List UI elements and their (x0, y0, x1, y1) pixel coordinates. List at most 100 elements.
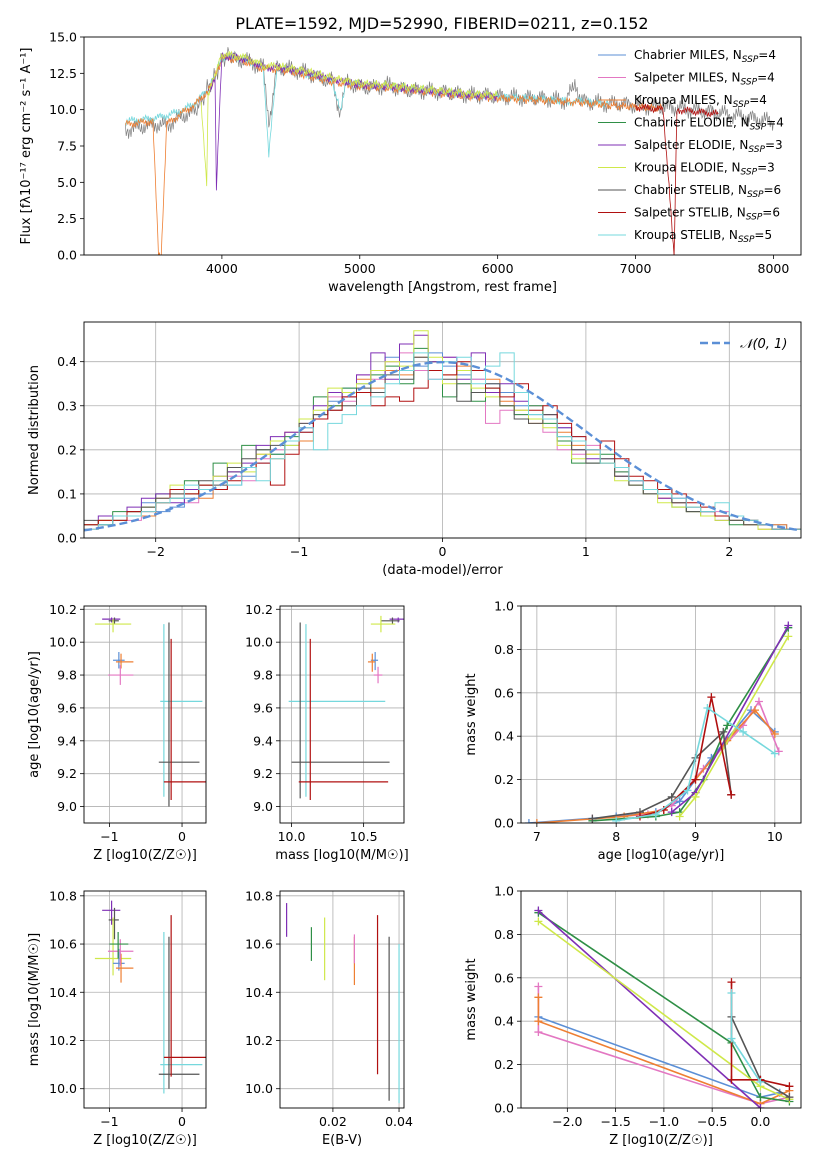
error-bar-point (367, 653, 376, 672)
legend-entry: Kroupa STELIB, NSSP=5 (634, 228, 772, 245)
weight-marker (756, 1093, 765, 1102)
weight-marker (723, 721, 732, 730)
z-vs-age-xlabel: Z [log10(Z/Z☉)] (93, 848, 197, 863)
weight-marker (651, 810, 660, 819)
legend-entry: Chabrier MILES, NSSP=4 (634, 48, 776, 65)
x-tick-label: −0.5 (697, 1114, 727, 1129)
x-tick-label: 9 (692, 829, 700, 844)
age-vs-weight-lines (524, 621, 793, 823)
histogram-series (84, 352, 801, 530)
y-tick-label: 9.2 (57, 766, 77, 781)
legend-sub: SSP (748, 145, 765, 155)
legend-tail: =4 (757, 71, 775, 85)
weight-marker (785, 1093, 794, 1102)
z-vs-age-axes: −1 0 9.0 9.2 9.4 9.6 9.8 10.0 10.2 (49, 602, 206, 844)
ebv-vs-mass-xlabel: E(B-V) (322, 1133, 362, 1148)
spectrum-series-line (125, 53, 609, 158)
x-tick-label: 2 (725, 544, 733, 559)
x-tick-label: −1 (100, 829, 118, 844)
spectrum-lines (125, 47, 774, 255)
weight-marker (667, 792, 676, 801)
x-tick-label: −1.5 (600, 1114, 630, 1129)
x-tick-label: 6000 (482, 261, 514, 276)
legend-sub: SSP (738, 235, 755, 245)
y-tick-label: 1.0 (494, 599, 514, 614)
error-bar-point (115, 653, 134, 669)
legend-label: Chabrier MILES, N (634, 48, 742, 62)
weight-series-line (592, 627, 789, 822)
error-bar-point (158, 622, 200, 807)
legend-sub: SSP (747, 190, 764, 200)
error-bar-point (102, 900, 121, 925)
legend-tail: =4 (749, 93, 767, 107)
y-tick-label: 9.8 (57, 668, 77, 683)
legend-sub: SSP (733, 100, 750, 110)
z-vs-mass-points (94, 900, 206, 1094)
y-tick-label: 15.0 (49, 30, 77, 45)
x-tick-label: 0 (178, 1114, 186, 1129)
weight-marker (727, 988, 736, 997)
legend-sub: SSP (750, 123, 767, 133)
age-vs-weight-frame (520, 605, 802, 824)
y-tick-label: 10.6 (49, 937, 77, 952)
z-vs-weight-ylabel: mass weight (464, 958, 479, 1040)
y-tick-label: 0.3 (57, 398, 77, 413)
error-bar-point (373, 666, 383, 684)
legend-entry: Kroupa MILES, NSSP=4 (634, 93, 767, 110)
weight-marker (719, 727, 728, 736)
weight-series-line (537, 912, 790, 1103)
y-tick-label: 0.1 (57, 486, 77, 501)
weight-marker (739, 727, 748, 736)
legend-tail: =4 (758, 48, 776, 62)
y-tick-label: 10.0 (245, 1081, 273, 1096)
histogram-legend: 𝒩(0, 1) (700, 337, 787, 352)
y-tick-label: 9.4 (253, 733, 273, 748)
y-tick-label: 0.2 (494, 1057, 514, 1072)
legend-entry: Salpeter ELODIE, NSSP=3 (634, 138, 783, 155)
weight-marker (750, 706, 759, 715)
weight-marker (683, 786, 692, 795)
y-tick-label: 10.0 (245, 635, 273, 650)
legend-entry: Chabrier STELIB, NSSP=6 (634, 183, 781, 200)
legend-label: Kroupa ELODIE, N (634, 161, 741, 175)
y-tick-label: 9.0 (253, 799, 273, 814)
y-tick-label: 10.8 (49, 888, 77, 903)
mass-vs-age-frame (279, 605, 405, 824)
error-bar-point (113, 652, 125, 669)
y-tick-label: 0.0 (494, 816, 514, 831)
legend-entry: Salpeter MILES, NSSP=4 (634, 71, 775, 88)
weight-series-line (536, 708, 776, 823)
weight-marker (534, 993, 543, 1002)
weight-marker (588, 814, 597, 823)
legend-label: Salpeter ELODIE, N (634, 138, 748, 152)
histogram-steps (84, 330, 801, 535)
figure-title: PLATE=1592, MJD=52990, FIBERID=0211, z=0… (235, 14, 648, 33)
weight-marker (727, 1034, 736, 1043)
weight-marker (784, 621, 793, 630)
age-vs-weight-ylabel: mass weight (464, 673, 479, 755)
y-tick-label: 0.4 (494, 729, 514, 744)
weight-marker (534, 982, 543, 991)
x-tick-label: −1 (290, 544, 308, 559)
mass-vs-age-xlabel: mass [log10(M/M☉)] (275, 848, 408, 863)
error-bar-point (94, 917, 132, 976)
y-tick-label: 0.4 (57, 354, 77, 369)
error-bar-point (291, 622, 390, 799)
y-tick-label: 0.8 (494, 642, 514, 657)
ebv-vs-mass-axes: 0.02 0.04 10.0 10.2 10.4 10.6 10.8 (245, 888, 413, 1129)
x-tick-label: −2 (146, 544, 164, 559)
weight-marker (756, 1104, 765, 1108)
legend-sub: SSP (741, 168, 758, 178)
x-tick-label: 10.5 (350, 829, 378, 844)
y-tick-label: 1.0 (494, 884, 514, 899)
y-tick-label: 9.2 (253, 766, 273, 781)
y-tick-label: 0.2 (57, 442, 77, 457)
weight-series-line (537, 909, 761, 1108)
z-vs-mass-frame (83, 890, 207, 1109)
y-tick-label: 0.6 (494, 970, 514, 985)
legend-entry: 𝒩(0, 1) (740, 337, 787, 352)
legend-label: Salpeter STELIB, N (634, 206, 746, 220)
legend-label: Salpeter MILES, N (634, 71, 741, 85)
weight-marker (524, 819, 533, 823)
weight-marker (754, 697, 763, 706)
